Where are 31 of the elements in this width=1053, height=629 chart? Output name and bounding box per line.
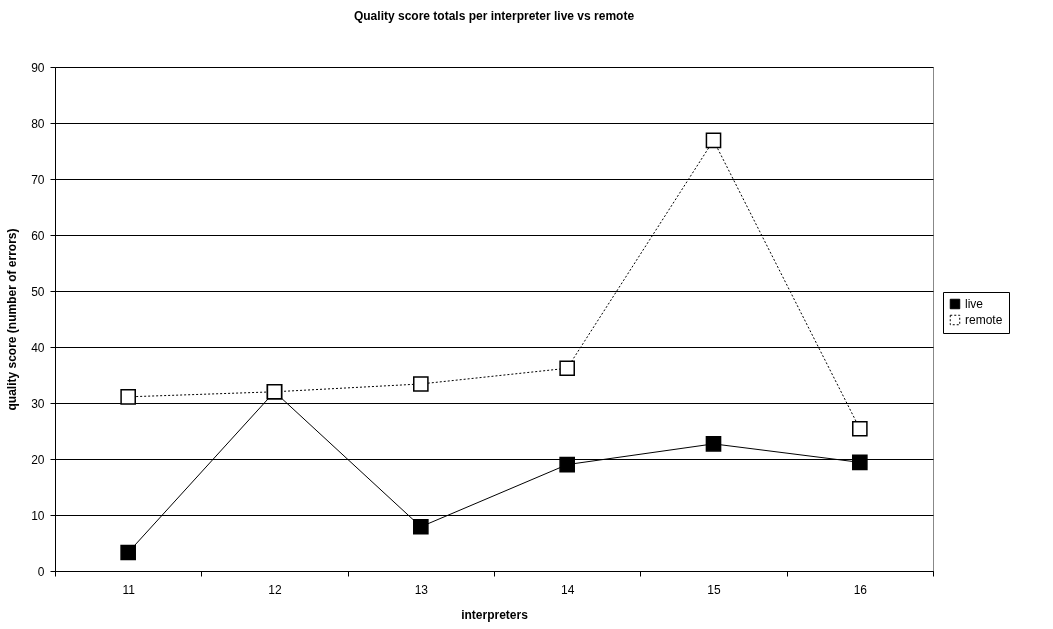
y-tick-label: 80: [31, 116, 45, 131]
y-tick-label: 0: [37, 564, 45, 579]
point: [852, 420, 868, 437]
chart-title: Quality score totals per interpreter live vs remote: [353, 9, 635, 23]
point: [705, 436, 722, 452]
x-axis-title: interpreters: [461, 607, 529, 622]
point: [413, 518, 429, 535]
x-tick-label: 15: [707, 582, 721, 597]
x-tick-label: 14: [560, 582, 575, 597]
legend-label: live: [965, 297, 984, 311]
point: [559, 360, 575, 377]
point: [120, 544, 136, 561]
y-tick-label: 30: [31, 396, 45, 411]
x-tick-label: 11: [122, 582, 136, 597]
y-axis-title: quality score (number of errors): [5, 228, 20, 411]
point: [559, 456, 575, 473]
y-tick-label: 10: [31, 508, 45, 523]
y-tick-label: 50: [31, 284, 45, 299]
point: [413, 376, 429, 392]
x-tick-label: 16: [853, 582, 868, 597]
y-tick-label: 60: [31, 228, 45, 243]
point: [852, 454, 868, 471]
y-tick-label: 40: [31, 340, 45, 355]
y-tick-label: 90: [31, 60, 45, 75]
point: [120, 389, 136, 405]
y-tick-label: 20: [31, 452, 45, 467]
x-tick-label: 13: [414, 582, 429, 597]
y-tick-label: 70: [31, 172, 45, 187]
point: [705, 132, 722, 149]
x-tick-label: 12: [268, 582, 282, 597]
legend-label: remote: [965, 313, 1003, 327]
